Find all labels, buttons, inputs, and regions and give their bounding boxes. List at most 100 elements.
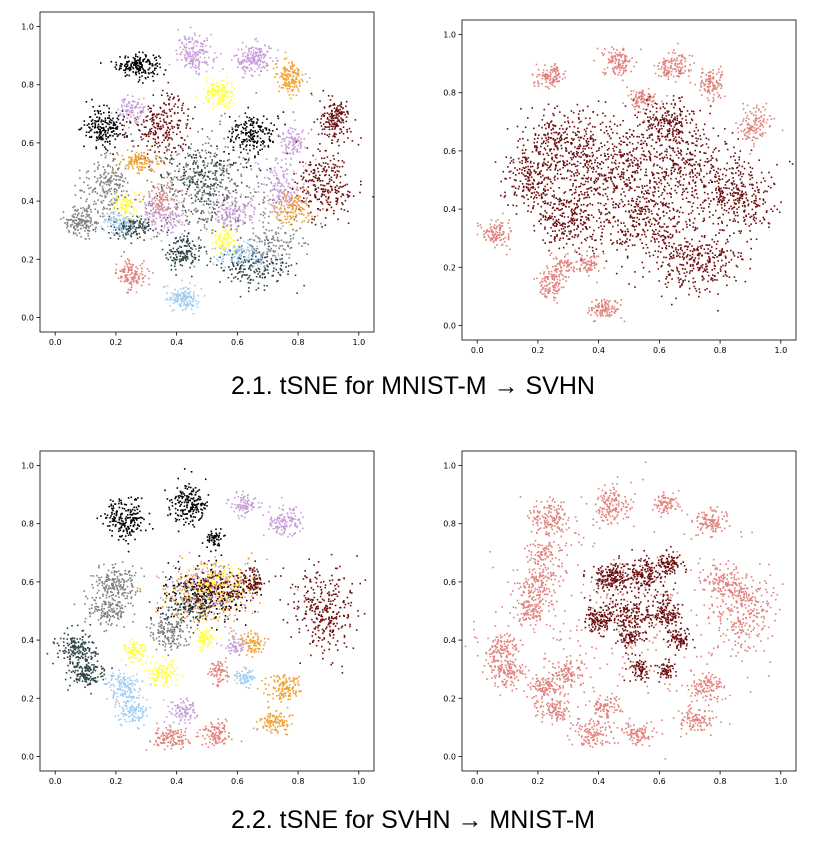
point <box>211 159 213 161</box>
point <box>227 234 230 237</box>
point <box>268 128 270 131</box>
point <box>117 134 120 136</box>
point <box>158 204 160 207</box>
point <box>122 268 125 271</box>
point <box>173 293 175 295</box>
point <box>113 122 116 125</box>
point <box>328 105 331 108</box>
point <box>213 83 215 85</box>
point <box>317 170 320 173</box>
point <box>260 130 262 132</box>
point <box>106 117 109 119</box>
point <box>230 227 232 230</box>
point <box>339 113 342 115</box>
point <box>251 249 253 252</box>
point <box>100 121 102 123</box>
point <box>179 297 182 300</box>
point <box>119 56 121 58</box>
point <box>242 209 245 211</box>
point <box>94 125 96 128</box>
point <box>227 225 229 228</box>
point <box>176 176 178 179</box>
point <box>285 57 288 60</box>
point <box>119 161 122 163</box>
point <box>323 169 325 172</box>
point <box>134 277 136 279</box>
point <box>253 270 255 273</box>
point <box>152 72 154 74</box>
point <box>154 144 156 147</box>
point <box>170 115 172 117</box>
point <box>193 168 195 170</box>
point <box>254 271 256 274</box>
point <box>207 89 210 91</box>
point <box>202 52 205 55</box>
point <box>123 268 126 270</box>
point <box>160 190 163 193</box>
point <box>227 241 229 243</box>
point <box>178 124 180 127</box>
point <box>257 65 260 67</box>
point <box>174 195 177 198</box>
point <box>232 149 234 151</box>
point <box>174 293 177 296</box>
point <box>339 181 342 184</box>
point <box>137 198 140 201</box>
point <box>203 185 206 187</box>
point <box>262 261 265 264</box>
point <box>227 146 229 149</box>
point <box>290 194 292 196</box>
point <box>131 263 133 266</box>
point <box>104 140 106 143</box>
point <box>223 253 226 256</box>
point <box>95 147 98 150</box>
point <box>234 221 237 224</box>
point <box>221 93 224 96</box>
point <box>113 207 115 209</box>
point <box>113 234 116 236</box>
point <box>125 66 127 68</box>
point <box>319 150 321 152</box>
point <box>337 152 339 155</box>
point <box>243 268 245 271</box>
point <box>224 233 226 235</box>
point <box>183 172 185 175</box>
point <box>209 192 211 195</box>
point <box>204 171 207 174</box>
point <box>124 167 127 170</box>
point <box>143 119 146 122</box>
point <box>148 135 150 138</box>
point <box>168 149 170 151</box>
point <box>247 276 250 279</box>
point <box>205 250 208 253</box>
point <box>211 91 214 94</box>
point <box>214 172 217 174</box>
point <box>305 203 308 205</box>
point <box>199 56 202 59</box>
point <box>297 69 299 72</box>
point <box>146 153 149 155</box>
point <box>129 122 132 124</box>
point <box>112 153 114 155</box>
point <box>261 258 264 261</box>
point <box>173 200 175 202</box>
point <box>90 120 93 122</box>
point <box>321 180 324 182</box>
point <box>83 210 86 212</box>
point <box>192 161 195 164</box>
point <box>113 221 115 223</box>
point <box>250 129 252 131</box>
point <box>95 221 97 223</box>
point <box>318 198 320 200</box>
point <box>246 144 248 146</box>
point <box>187 258 189 260</box>
point <box>247 57 249 59</box>
point <box>184 56 186 59</box>
point <box>214 230 217 232</box>
point <box>297 189 299 192</box>
point <box>103 146 106 148</box>
point <box>332 154 335 157</box>
cluster-31 <box>236 223 309 273</box>
point <box>138 69 140 71</box>
point <box>290 203 292 206</box>
